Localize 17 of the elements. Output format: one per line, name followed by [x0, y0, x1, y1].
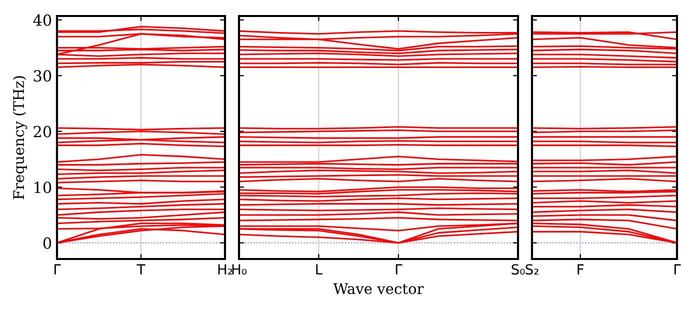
x-tick-label: Γ [674, 264, 681, 274]
x-tick-label: Γ [396, 264, 402, 274]
y-tick-label: 10 [34, 182, 52, 194]
y-tick-label: 40 [33, 14, 52, 26]
y-tick-label: 0 [43, 237, 52, 249]
x-tick-label: F [578, 264, 584, 274]
x-tick-label: H₂ [218, 264, 232, 274]
y-tick-label: 30 [34, 70, 52, 82]
x-tick-label: S₂ [526, 264, 538, 275]
y-axis-title: Frequency (THz) [12, 76, 28, 200]
x-tick-label: T [136, 264, 146, 274]
x-axis-title: Wave vector [333, 283, 424, 294]
x-tick-label: H₀ [232, 264, 247, 275]
x-tick-label: S₀ [512, 264, 525, 275]
x-tick-label: Γ [54, 264, 61, 274]
x-tick-label: L [316, 264, 323, 274]
y-tick-label: 20 [34, 126, 52, 138]
